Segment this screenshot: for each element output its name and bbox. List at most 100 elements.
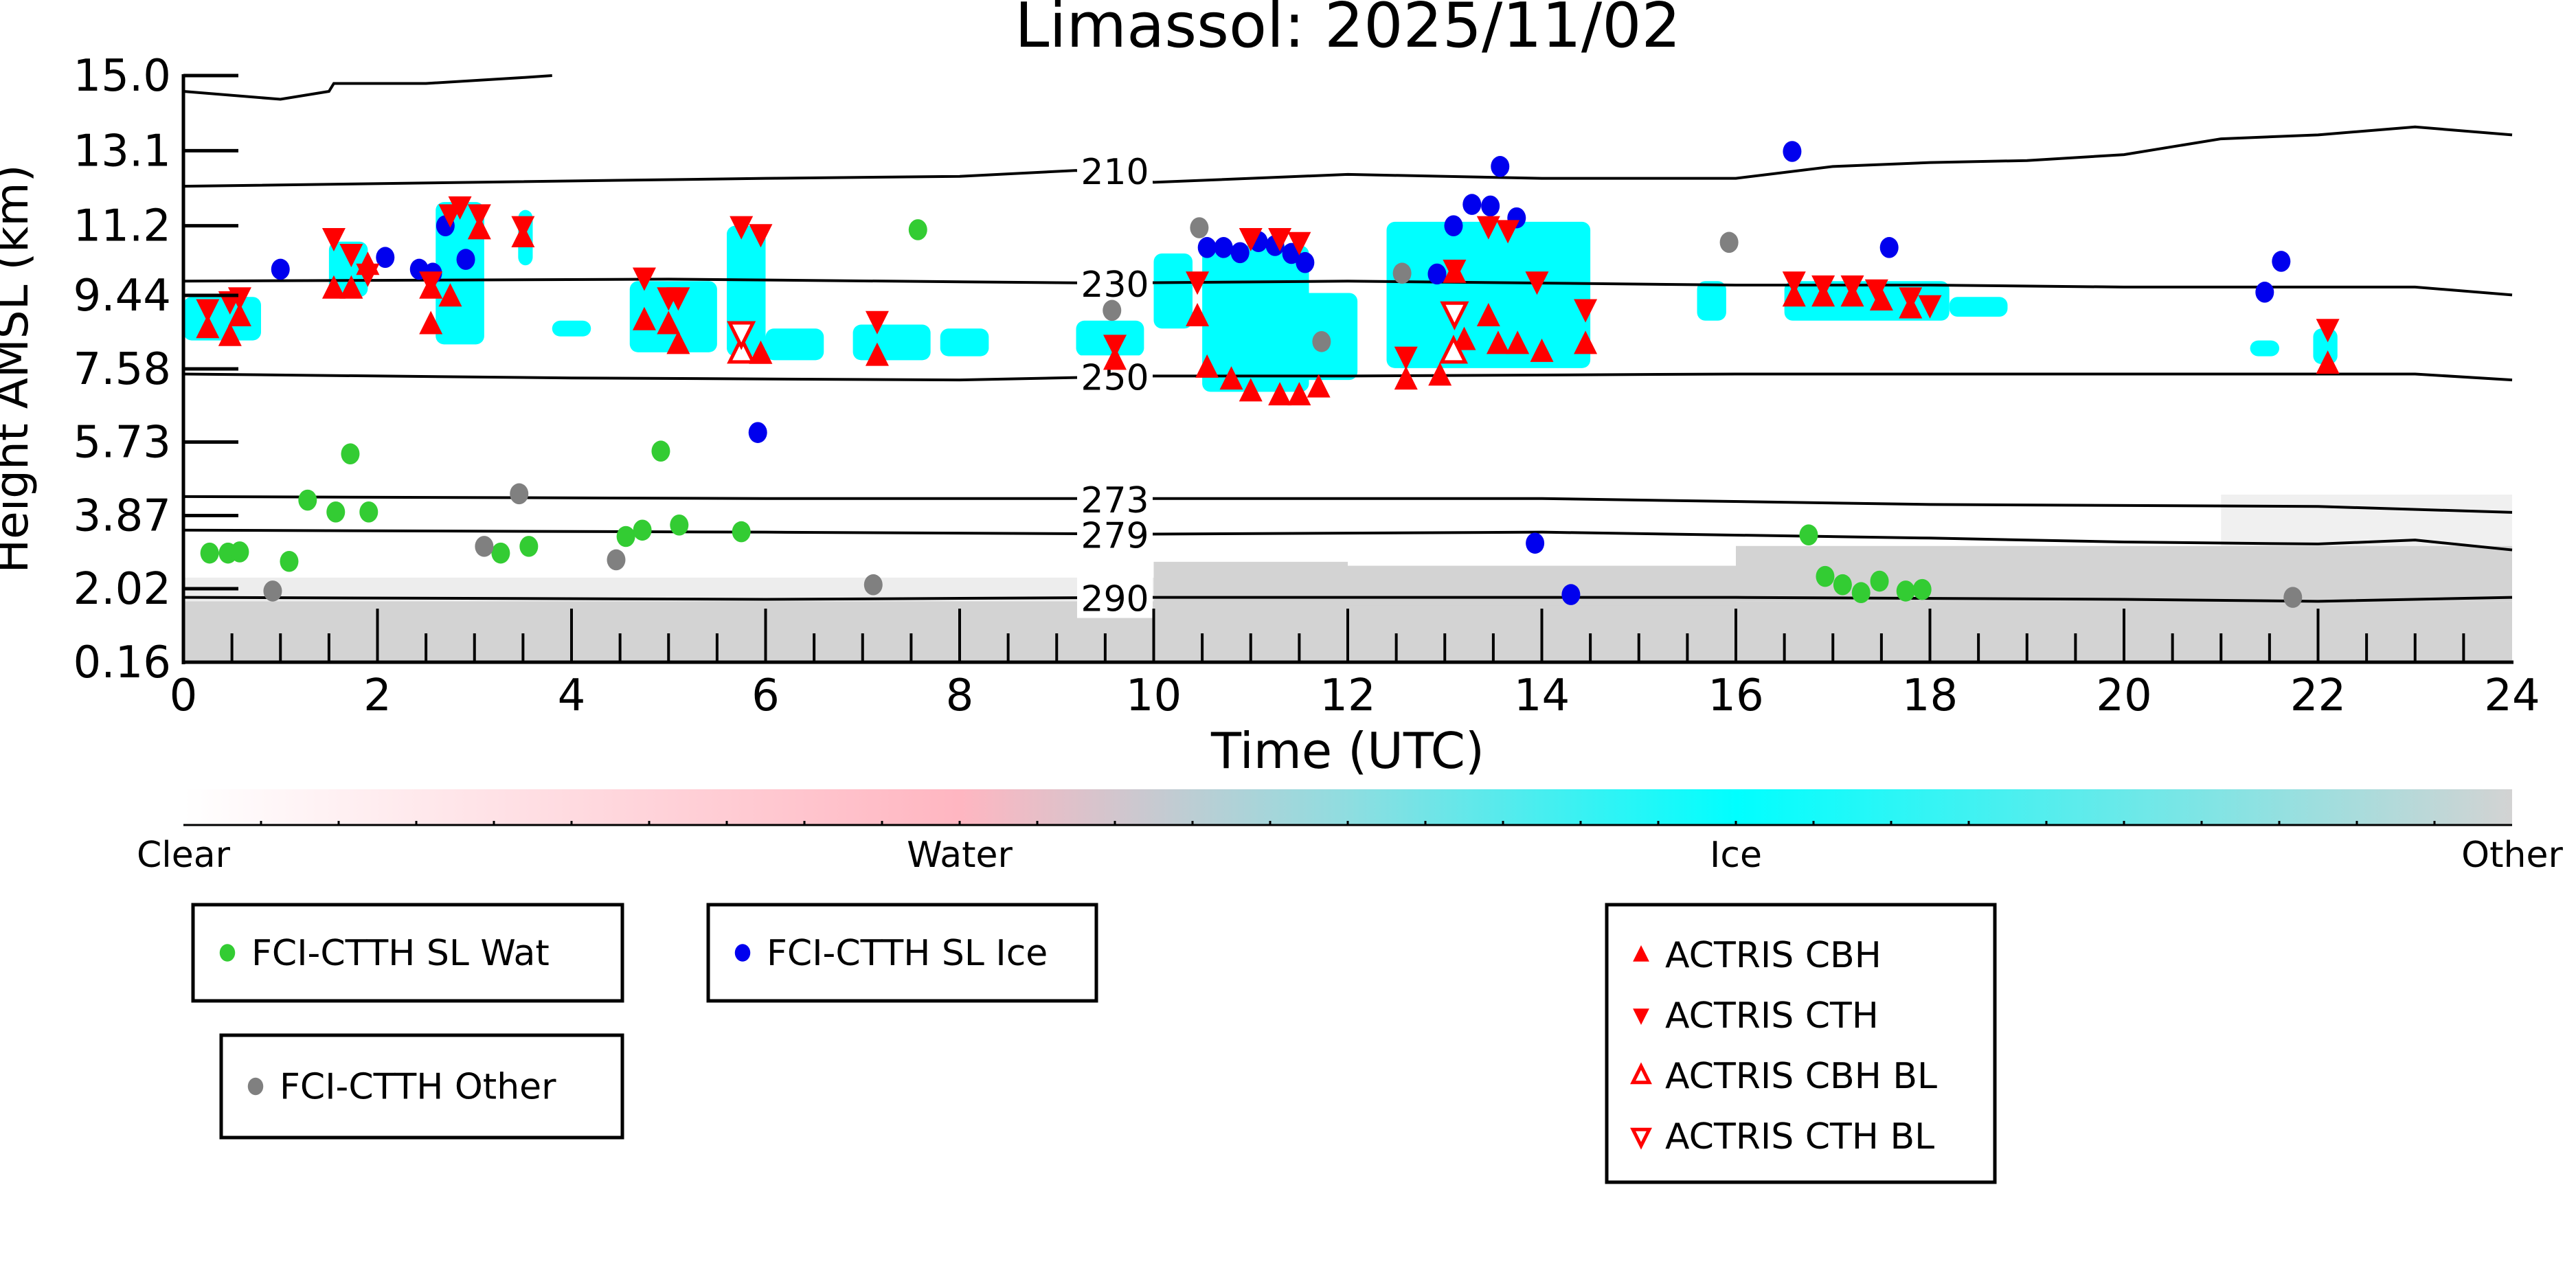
other-region [1348, 565, 1736, 606]
actris-cbh-point [1268, 382, 1292, 406]
actris-cth-point [1574, 299, 1598, 323]
other-region [1153, 561, 1348, 609]
actris-cbh-point [1239, 378, 1263, 402]
plot-area: 2102302502732792900.162.023.875.737.589.… [74, 51, 2540, 721]
actris-cth-point [1525, 271, 1549, 295]
ice-region [1949, 297, 2008, 317]
y-tick-label: 13.1 [74, 126, 172, 177]
legend-label: ACTRIS CBH BL [1665, 1056, 1937, 1097]
other-region [2221, 495, 2512, 546]
actris-cth-point [749, 224, 773, 248]
actris-cbh-point [1782, 283, 1806, 307]
actris-cth-point [419, 271, 443, 295]
fci-ctth-sl-ice-point [271, 258, 290, 280]
fci-ctth-sl-wat-point [1870, 570, 1889, 592]
actris-cbh-point [1452, 326, 1476, 350]
legend-marker-fci-ctth-other [247, 1077, 264, 1096]
actris-cbh-point [1869, 287, 1893, 311]
colorbar-label-water: Water [907, 835, 1013, 876]
chart-title: Limassol: 2025/11/02 [1015, 0, 1680, 62]
fci-ctth-sl-wat-point [1896, 580, 1915, 602]
actris-cth-point [1239, 227, 1263, 251]
contour-line [183, 528, 2513, 552]
actris-cbh-point [632, 306, 656, 330]
actris-cth-point [227, 287, 251, 311]
fci-ctth-other-point [1719, 231, 1739, 253]
fci-ctth-other-point [1103, 300, 1122, 321]
colorbar-gradient [183, 789, 2512, 825]
x-tick-label: 24 [2484, 670, 2540, 721]
actris-cth-point [356, 263, 380, 287]
actris-cth-bl-point [727, 321, 756, 350]
contour-label: 210 [1081, 152, 1149, 193]
fci-ctth-sl-wat-point [519, 536, 539, 557]
ice-region [2250, 340, 2279, 357]
legend-label: ACTRIS CTH [1665, 995, 1879, 1037]
y-tick-label: 5.73 [74, 417, 172, 468]
contour-line [183, 125, 2513, 188]
y-axis-label: Height AMSL (km) [0, 165, 38, 574]
actris-cbh-point [666, 330, 690, 354]
actris-cbh-point [1394, 366, 1418, 390]
fci-ctth-sl-ice-point [1561, 584, 1581, 605]
fci-ctth-sl-wat-point [1912, 578, 1932, 600]
actris-cbh-point [1476, 303, 1500, 327]
actris-cth-point [1268, 227, 1292, 251]
actris-cth-point [666, 287, 690, 311]
x-tick-label: 16 [1708, 670, 1763, 721]
actris-cth-point [1394, 346, 1418, 370]
legend-label: ACTRIS CTH BL [1665, 1116, 1934, 1157]
contour-line [183, 596, 2513, 603]
actris-cth-point [1476, 216, 1500, 240]
actris-cbh-point [749, 340, 773, 364]
colorbar: Clear Water Ice Other [137, 789, 2563, 876]
actris-cth-point [1918, 295, 1942, 319]
actris-cth-point [467, 204, 491, 228]
fci-ctth-sl-wat-point [280, 550, 299, 572]
contour-label-bg [1077, 513, 1153, 555]
fci-ctth-sl-wat-point [1816, 565, 1835, 587]
colorbar-label-clear: Clear [137, 835, 231, 876]
fci-ctth-sl-wat-point [491, 542, 510, 564]
contour-line [183, 495, 2513, 514]
legend-box: FCI-CTTH SL Ice [706, 903, 1098, 1003]
actris-cth-point [1811, 275, 1835, 299]
actris-cbh-point [1307, 374, 1331, 398]
fci-ctth-sl-wat-point [341, 443, 360, 465]
fci-ctth-sl-wat-point [298, 489, 317, 511]
contour-label: 290 [1081, 579, 1149, 620]
legend-marker-actris-cbh [1633, 945, 1649, 962]
x-tick-label: 6 [752, 670, 780, 721]
actris-cbh-point [196, 315, 220, 339]
contour-label-bg [1077, 477, 1153, 519]
actris-cth-point [1864, 279, 1888, 303]
actris-cth-bl-point [1440, 301, 1469, 330]
y-tick-label: 3.87 [74, 491, 172, 542]
fci-ctth-sl-wat-point [1833, 574, 1852, 596]
actris-cbh-point [1486, 330, 1510, 354]
actris-cth-point [730, 216, 754, 240]
actris-cth-point [1782, 271, 1806, 295]
fci-ctth-other-point [2283, 587, 2303, 608]
fci-ctth-sl-ice-point [1427, 263, 1447, 285]
x-tick-label: 12 [1320, 670, 1375, 721]
actris-cbh-point [218, 322, 242, 346]
fci-ctth-sl-ice-point [1481, 195, 1500, 217]
fci-ctth-other-point [263, 580, 282, 602]
fci-ctth-sl-wat-point [670, 515, 689, 536]
ice-region [1153, 253, 1193, 329]
contour-line [183, 372, 2513, 382]
legend-label: FCI-CTTH SL Wat [251, 933, 550, 974]
ice-region [1697, 281, 1726, 321]
ice-region [2313, 328, 2338, 365]
actris-cbh-point [657, 310, 681, 335]
fci-ctth-sl-ice-point [1214, 237, 1233, 258]
fci-ctth-sl-wat-point [616, 526, 635, 547]
contour-line [183, 74, 552, 101]
actris-cbh-point [1428, 362, 1452, 386]
actris-cth-point [1287, 231, 1311, 256]
actris-cth-point [321, 227, 346, 251]
x-tick-label: 20 [2096, 670, 2151, 721]
ice-region [940, 328, 989, 357]
ice-region [328, 241, 368, 297]
